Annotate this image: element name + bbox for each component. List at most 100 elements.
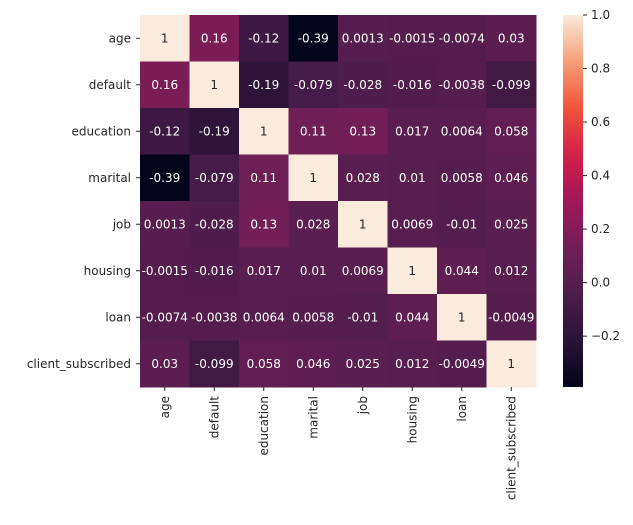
heatmap-cell [338, 294, 388, 341]
heatmap-cell [437, 340, 487, 388]
heatmap-cell [189, 108, 240, 155]
colorbar-gradient [563, 15, 583, 387]
cell-value-label: -0.0015 [142, 264, 188, 278]
heatmap-cell [486, 340, 537, 388]
cell-value-label: 0.0058 [441, 171, 483, 185]
colorbar-tick-label: 0.8 [591, 62, 610, 76]
row-label: loan [105, 310, 131, 324]
cell-value-label: -0.028 [195, 217, 234, 231]
heatmap-cell [239, 154, 289, 202]
cell-value-label: 1 [507, 357, 515, 371]
heatmap-cell [387, 108, 438, 155]
cell-value-label: 0.025 [346, 357, 380, 371]
heatmap-cell [140, 61, 190, 109]
heatmap-cell [239, 108, 289, 155]
heatmap-cell [437, 201, 487, 248]
heatmap-cell [387, 61, 438, 109]
heatmap-cell [288, 108, 339, 155]
heatmap-cell [486, 108, 537, 155]
row-label: housing [84, 264, 131, 278]
cell-value-label: -0.028 [343, 78, 382, 92]
heatmap-cell [239, 15, 289, 62]
column-label: job [356, 396, 370, 415]
heatmap-cell [437, 108, 487, 155]
heatmap-cell [387, 340, 438, 388]
cell-value-label: -0.0038 [191, 310, 237, 324]
cell-value-label: 0.16 [151, 78, 178, 92]
cell-value-label: -0.079 [195, 171, 234, 185]
cell-value-label: 0.0069 [391, 217, 433, 231]
heatmap-cell [338, 15, 388, 62]
heatmap-cell [239, 340, 289, 388]
heatmap-cell [486, 201, 537, 248]
heatmap-cell [288, 247, 339, 295]
heatmap-cell [338, 108, 388, 155]
cell-value-label: 0.03 [498, 31, 525, 45]
heatmap-cell [288, 61, 339, 109]
cell-value-label: 0.11 [300, 124, 327, 138]
heatmap-cell [140, 15, 190, 62]
cell-value-label: -0.099 [492, 78, 531, 92]
row-label: marital [88, 171, 131, 185]
heatmap-cell [338, 340, 388, 388]
cell-value-label: 0.01 [399, 171, 426, 185]
column-label: marital [306, 396, 320, 439]
heatmap-cell [486, 294, 537, 341]
heatmap-cell [288, 154, 339, 202]
heatmap-cell [189, 61, 240, 109]
heatmap-cell [239, 247, 289, 295]
colorbar-tick-label: 0.0 [591, 276, 610, 290]
row-label: education [71, 124, 131, 138]
cell-value-label: -0.12 [248, 31, 279, 45]
heatmap-cell [288, 15, 339, 62]
column-label: client_subscribed [504, 396, 518, 500]
heatmap-cell [288, 201, 339, 248]
cell-value-label: 0.0064 [243, 310, 285, 324]
heatmap-cell [140, 201, 190, 248]
cell-value-label: 0.012 [395, 357, 429, 371]
heatmap-cell [189, 247, 240, 295]
heatmap-cell [140, 154, 190, 202]
cell-value-label: -0.01 [446, 217, 477, 231]
cell-value-label: 0.025 [494, 217, 528, 231]
heatmap-cell [486, 61, 537, 109]
cell-value-label: 0.058 [247, 357, 281, 371]
heatmap-cell [387, 15, 438, 62]
colorbar-tick-label: 1.0 [591, 8, 610, 22]
heatmap-cell [189, 201, 240, 248]
heatmap-cell [437, 15, 487, 62]
heatmap-cell [288, 340, 339, 388]
row-label: default [89, 78, 132, 92]
row-label: client_subscribed [27, 357, 131, 371]
cell-value-label: 0.03 [151, 357, 178, 371]
row-label: job [112, 217, 131, 231]
heatmap-cell [338, 61, 388, 109]
colorbar-tick-label: 0.2 [591, 222, 610, 236]
cell-value-label: 0.16 [201, 31, 228, 45]
cell-value-label: 1 [359, 217, 367, 231]
cell-value-label: 1 [309, 171, 317, 185]
heatmap-cells: 1 0.16 -0.12 -0.39 0.0013 -0.0015 -0.0074 0.03 0… [140, 15, 537, 388]
cell-value-label: 1 [161, 31, 169, 45]
row-labels: age default education marital job housing loan… [27, 31, 140, 371]
cell-value-label: -0.01 [347, 310, 378, 324]
heatmap-cell [387, 294, 438, 341]
heatmap-cell [486, 247, 537, 295]
cell-value-label: -0.39 [298, 31, 329, 45]
column-labels: age default education marital job housing loan… [158, 387, 518, 500]
heatmap-cell [189, 15, 240, 62]
cell-value-label: 0.058 [494, 124, 528, 138]
cell-value-label: 0.044 [445, 264, 479, 278]
heatmap-cell [140, 294, 190, 341]
cell-value-label: -0.0049 [488, 310, 534, 324]
cell-value-label: -0.0074 [142, 310, 188, 324]
heatmap-cell [387, 154, 438, 202]
heatmap-cell [437, 154, 487, 202]
cell-value-label: 0.012 [494, 264, 528, 278]
cell-value-label: 1 [458, 310, 466, 324]
heatmap-cell [437, 294, 487, 341]
colorbar: −0.2 0.0 0.2 0.4 0.6 0.8 1.0 [563, 8, 620, 387]
cell-value-label: 1 [210, 78, 218, 92]
cell-value-label: 0.017 [247, 264, 281, 278]
